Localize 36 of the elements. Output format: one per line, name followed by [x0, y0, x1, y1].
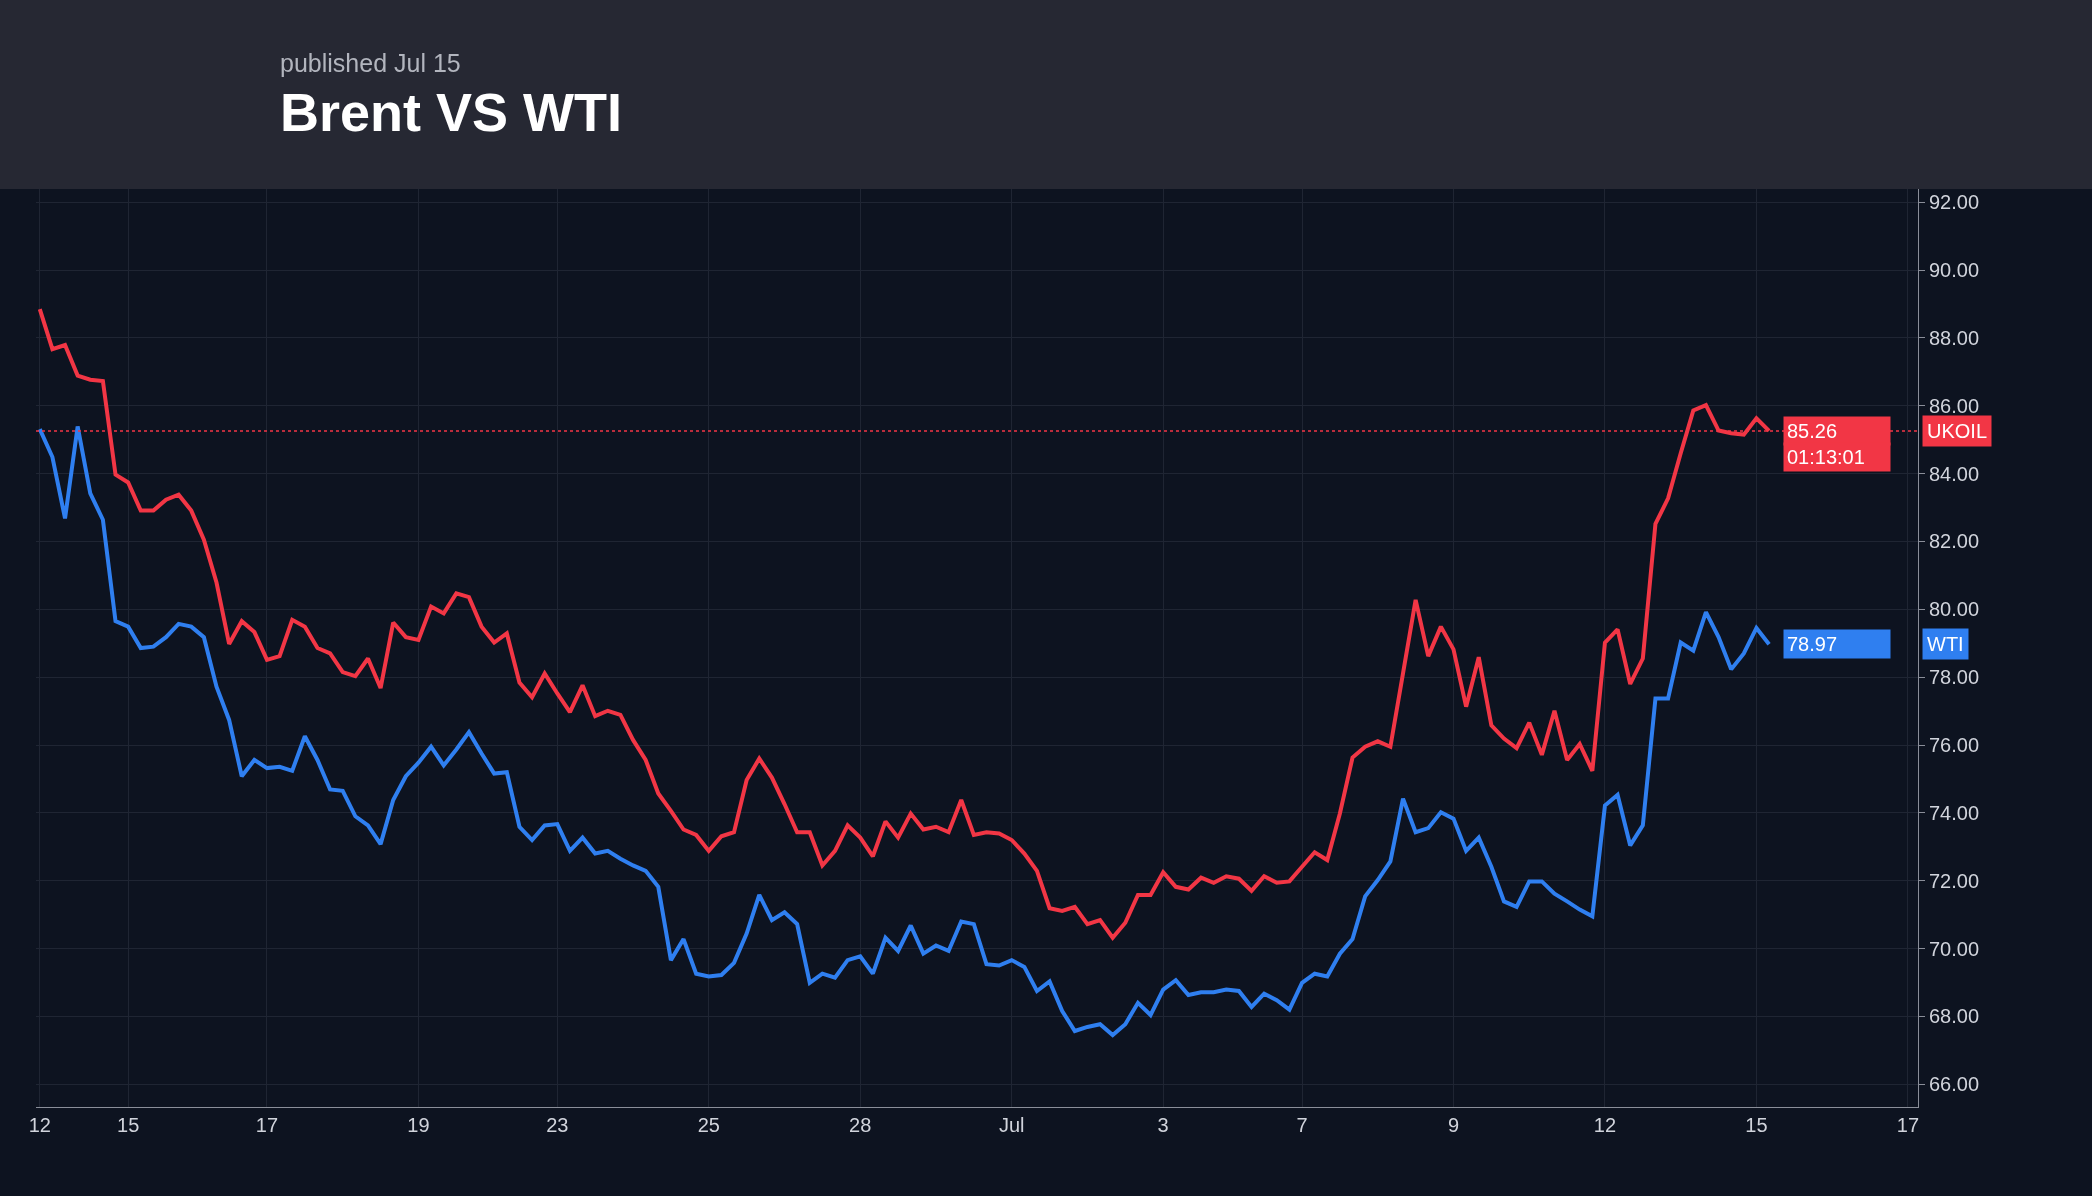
x-tick-label: 7: [1296, 1114, 1308, 1136]
line-series: [37, 424, 1772, 1038]
y-tick-label: 88.00: [1929, 326, 1980, 349]
x-tick-label: 15: [1745, 1114, 1768, 1136]
y-tick-label: 86.00: [1929, 394, 1980, 417]
chart-title: Brent VS WTI: [280, 82, 623, 142]
x-tick-label: 17: [1896, 1114, 1920, 1136]
data-label: 85.26: [1787, 420, 1838, 442]
y-tick-label: 80.00: [1929, 598, 1980, 621]
data-label: 78.97: [1787, 633, 1838, 655]
x-tick-label: 23: [546, 1114, 569, 1136]
y-tick-label: 90.00: [1929, 259, 1980, 282]
y-tick-label: 72.00: [1929, 869, 1980, 892]
y-tick-label: 82.00: [1929, 530, 1980, 553]
y-tick-label: 76.00: [1929, 734, 1980, 757]
y-tick-label: 70.00: [1929, 937, 1980, 960]
y-tick-label: 66.00: [1929, 1073, 1980, 1096]
x-tick-label: Jul: [998, 1114, 1025, 1136]
y-tick-label: 92.00: [1929, 191, 1980, 214]
y-tick-label: 74.00: [1929, 801, 1980, 824]
x-tick-label: 12: [28, 1114, 51, 1136]
annotation: 01:13:01: [1787, 446, 1865, 468]
x-tick-label: 15: [117, 1114, 140, 1136]
x-tick-label: 9: [1447, 1114, 1460, 1136]
x-tick-label: 28: [849, 1114, 872, 1136]
x-tick-label: 12: [1593, 1114, 1617, 1136]
text: WTI: [1927, 633, 1964, 655]
x-tick-label: 25: [697, 1114, 720, 1136]
y-tick-label: 68.00: [1929, 1005, 1980, 1028]
x-tick-label: 19: [407, 1114, 430, 1136]
x-tick-label: 3: [1157, 1114, 1169, 1136]
chart-subtitle: published Jul 15: [280, 49, 461, 77]
y-tick-label: 84.00: [1929, 462, 1980, 485]
x-tick-label: 17: [255, 1114, 279, 1136]
text: UKOIL: [1927, 420, 1988, 442]
y-tick-label: 78.00: [1929, 666, 1980, 689]
